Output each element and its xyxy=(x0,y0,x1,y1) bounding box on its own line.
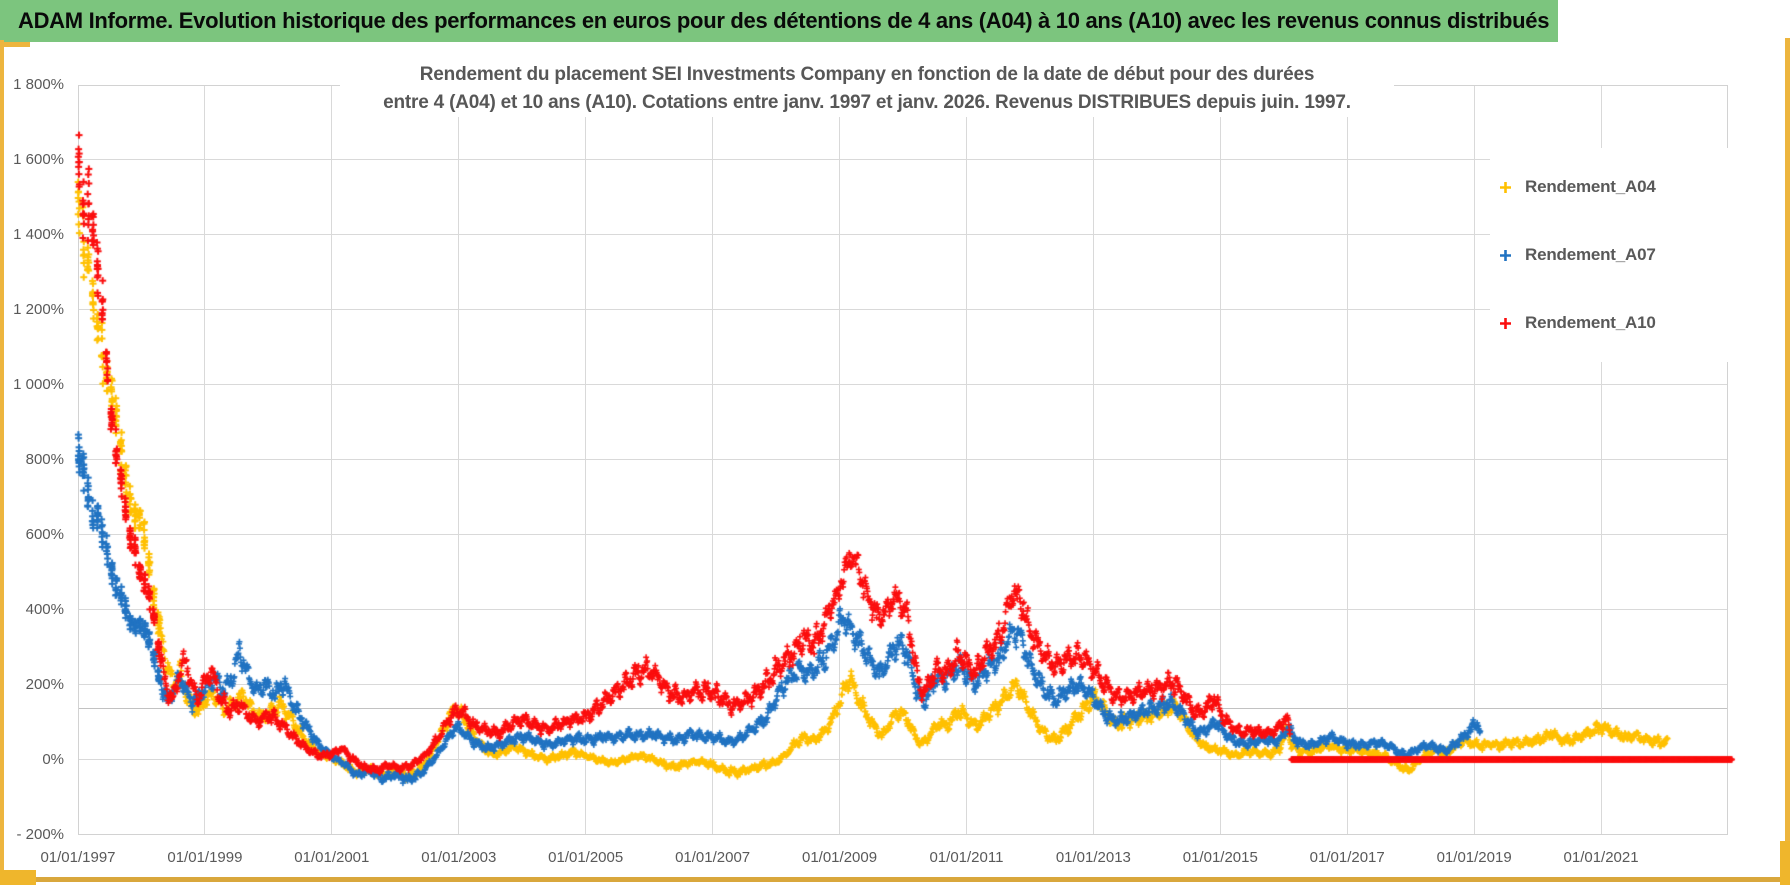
legend-item-rendement_a07: Rendement_A07 xyxy=(1498,240,1656,270)
legend-label: Rendement_A10 xyxy=(1525,313,1656,332)
legend-marker-rendement_a04 xyxy=(1500,181,1511,193)
legend-label: Rendement_A07 xyxy=(1525,245,1656,264)
legend-label: Rendement_A04 xyxy=(1525,177,1656,196)
chart-title-line2: entre 4 (A04) et 10 ans (A10). Cotations… xyxy=(383,92,1351,113)
chart-legend: Rendement_A04 Rendement_A07 Rendement_A10 xyxy=(1490,148,1748,362)
legend-marker-rendement_a07 xyxy=(1500,249,1511,261)
chart-title-line1: Rendement du placement SEI Investments C… xyxy=(419,64,1315,85)
legend-item-rendement_a04: Rendement_A04 xyxy=(1498,172,1656,202)
legend-item-rendement_a10: Rendement_A10 xyxy=(1498,308,1656,338)
chart-title: Rendement du placement SEI Investments C… xyxy=(340,61,1394,117)
legend-marker-rendement_a10 xyxy=(1500,317,1511,329)
